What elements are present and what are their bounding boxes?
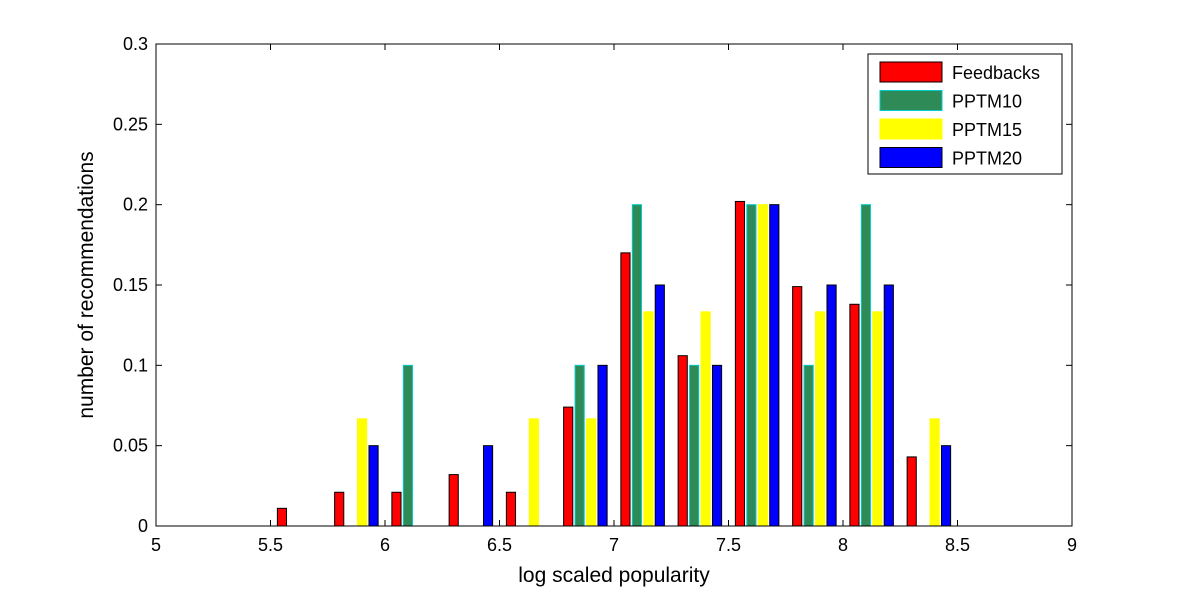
bar-feedbacks [505,491,517,527]
legend-label-pptm15: PPTM15 [952,120,1022,140]
bar-pptm15 [929,418,940,527]
x-tick-label: 7.5 [716,535,741,555]
bar-pptm20 [597,364,608,527]
bar-feedbacks [391,491,402,527]
bar-pptm10 [803,364,814,527]
bar-pptm10 [631,204,642,527]
legend-label-pptm10: PPTM10 [952,92,1022,112]
y-tick-label: 0.2 [123,195,148,215]
bar-pptm15 [815,311,826,527]
y-tick-label: 0.1 [123,355,148,375]
bar-pptm10 [860,204,871,527]
bar-pptm20 [368,445,379,527]
x-axis-label: log scaled popularity [518,564,710,587]
legend-swatch-pptm15 [879,118,943,140]
y-tick-label: 0.15 [113,275,148,295]
bar-pptm10 [689,364,700,527]
bars-layer [156,200,1072,527]
bar-pptm10 [746,204,757,527]
bar-feedbacks [677,355,688,527]
legend-label-feedbacks: Feedbacks [952,63,1040,83]
legend-swatch-feedbacks [879,61,943,83]
bar-pptm15 [700,311,711,527]
x-tick-label: 8 [838,535,848,555]
y-axis-label: number of recommendations [75,151,98,418]
bar-pptm20 [711,364,723,527]
bar-pptm20 [482,445,494,527]
y-tick-label: 0.3 [123,34,148,54]
bar-pptm15 [586,418,597,527]
axes-layer: 5 5.5 6 6.5 7 7.5 8 8.5 9 0 0.05 0.1 0.15 0.2 0.25 0.3 [113,34,1077,555]
bar-pptm15 [528,418,539,527]
bar-feedbacks [563,406,574,527]
bar-feedbacks [734,200,746,527]
bar-feedbacks [276,507,288,527]
bar-pptm15 [872,311,883,527]
y-tick-label: 0.05 [113,436,148,456]
bar-pptm20 [654,284,665,527]
x-tick-label: 5 [151,535,161,555]
x-tick-label: 6 [380,535,390,555]
x-tick-label: 8.5 [945,535,970,555]
bar-pptm15 [357,418,368,527]
bar-feedbacks [849,303,860,527]
y-tick-label: 0.25 [113,114,148,134]
bar-pptm20 [940,445,952,527]
bar-pptm20 [826,284,837,527]
y-tick-label: 0 [138,516,148,536]
bar-feedbacks [620,252,631,527]
legend-label-pptm20: PPTM20 [952,149,1022,169]
x-tick-label: 5.5 [258,535,283,555]
bar-pptm10 [574,364,585,527]
bar-feedbacks [792,286,803,527]
legend: Feedbacks PPTM10 PPTM15 PPTM20 [867,53,1063,175]
x-tick-label: 6.5 [487,535,512,555]
bar-pptm15 [643,311,654,527]
bar-feedbacks [334,491,345,527]
legend-swatch-pptm10 [879,90,943,111]
bar-pptm20 [883,284,894,527]
x-tick-label: 7 [609,535,619,555]
bar-pptm10 [402,364,413,527]
bar-feedbacks [448,474,459,527]
bar-pptm15 [757,204,768,527]
legend-swatch-pptm20 [879,147,943,168]
x-tick-label: 9 [1067,535,1077,555]
bar-pptm20 [769,204,780,527]
bar-feedbacks [906,456,917,527]
